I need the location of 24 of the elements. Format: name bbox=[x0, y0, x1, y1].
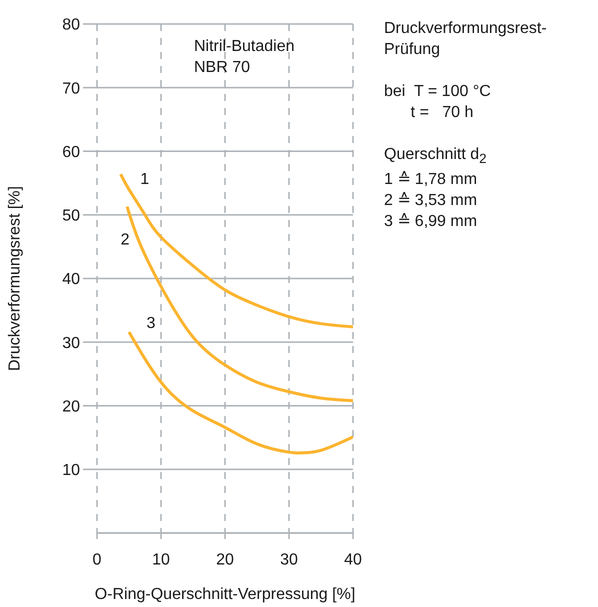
x-tick-label: 0 bbox=[92, 551, 102, 568]
series-label: 3 bbox=[146, 314, 156, 332]
x-tick-label: 20 bbox=[216, 551, 234, 568]
x-tick-label: 10 bbox=[152, 551, 170, 568]
y-tick-label: 70 bbox=[62, 80, 80, 98]
y-tick-label: 40 bbox=[62, 271, 80, 288]
y-axis-title: Druckverformungsrest [%] bbox=[6, 186, 24, 371]
y-tick-label: 50 bbox=[62, 208, 80, 225]
y-tick-label: 20 bbox=[62, 398, 80, 416]
y-tick-label: 30 bbox=[62, 334, 80, 352]
y-tick-label: 10 bbox=[62, 462, 80, 480]
text: Querschnitt d$_{2}$ 1 ≙ 1,78 mm 2 ≙ 3,53 mm 3 ≙ 6,99 mm bbox=[384, 145, 488, 232]
x-tick-label: 40 bbox=[344, 551, 362, 568]
y-tick-label: 60 bbox=[62, 144, 80, 161]
text: Druckverformungsrest-Prüfung bbox=[384, 19, 548, 60]
x-tick-label: 30 bbox=[280, 551, 298, 568]
x-axis-title: O-Ring-Querschnitt-Verpressung [%] bbox=[94, 586, 356, 603]
series-label: 1 bbox=[140, 171, 150, 188]
line-series bbox=[128, 330, 353, 454]
text: bei T = 100 °C t = 70 h bbox=[384, 82, 492, 123]
line-series bbox=[119, 172, 353, 328]
text: Nitril-Butadien NBR 70 bbox=[194, 37, 294, 78]
series-label: 2 bbox=[120, 232, 130, 249]
y-tick-label: 80 bbox=[62, 16, 80, 34]
